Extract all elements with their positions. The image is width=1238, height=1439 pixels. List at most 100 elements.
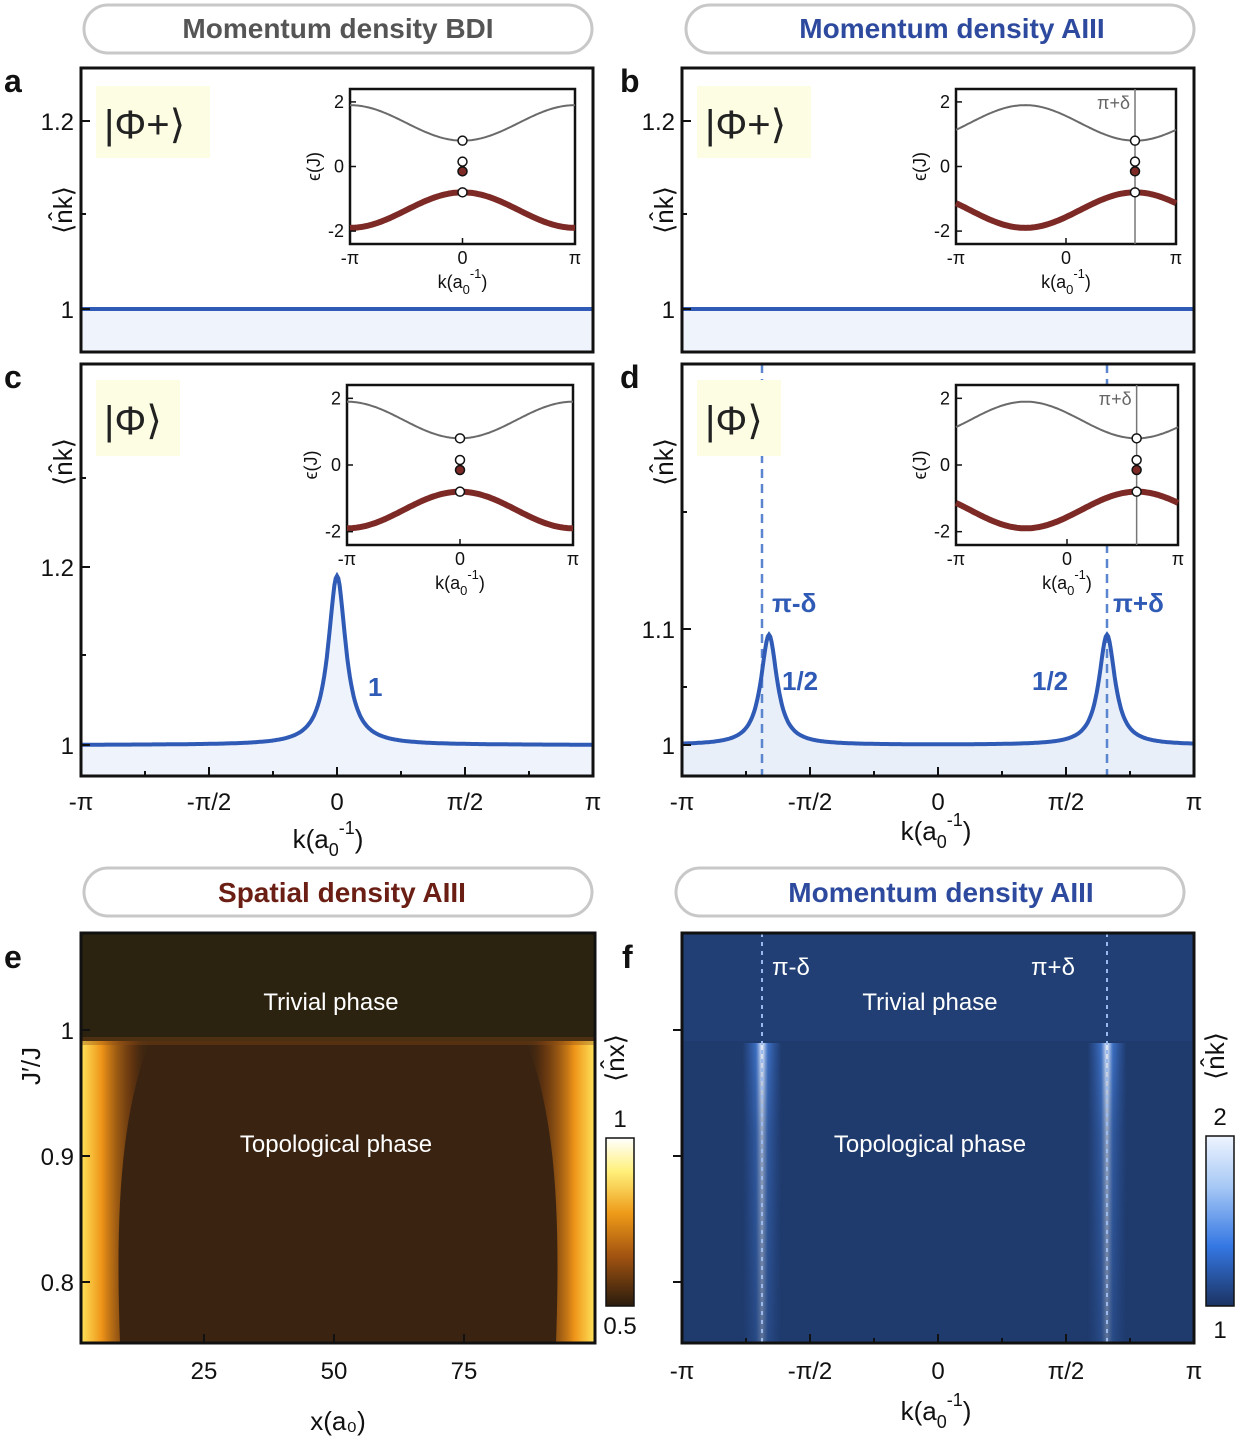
panel-c-inset: 2 0 -2 -π 0 π k(a0-1) ϵ(J) [301, 383, 579, 598]
panel-c-inset-state-upper [454, 433, 466, 444]
panel-e-ylabel: J′/J [16, 1047, 46, 1085]
panel-d-ket: |Φ⟩ [705, 399, 763, 443]
panel-c-xtick-4: π [585, 789, 602, 816]
panel-c-density-curve [81, 571, 593, 747]
panel-e-cbar-min: 0.5 [603, 1313, 636, 1340]
panel-c-xtick-0: -π [69, 789, 94, 816]
panel-c-inset-state-lower [454, 486, 466, 497]
panel-b-inset-xtick-0: -π [947, 248, 965, 268]
panel-c-inset-xtick-2: π [567, 549, 579, 569]
svg-text:Momentum density AIII: Momentum density AIII [788, 877, 1093, 908]
panel-c-inset-ytick-2: -2 [325, 522, 341, 542]
panel-c-inset-ytick-0: 2 [331, 388, 341, 408]
panel-a-inset: 2 0 -2 -π 0 π k(a0-1) ϵ(J) [304, 87, 581, 297]
panel-d-xtick-3: π/2 [1048, 789, 1085, 816]
panel-b-inset-xtick-2: π [1170, 248, 1182, 268]
panel-b-inset-ylabel: ϵ(J) [910, 152, 930, 181]
panel-c-inset-state-edge-2 [454, 464, 466, 476]
panel-b-ket: |Φ+⟩ [705, 103, 786, 147]
panel-d-xtick-1: -π/2 [788, 789, 833, 816]
panel-b-ytick-1.2: 1.2 [642, 109, 675, 136]
panel-f-topological-label: Topological phase [834, 1131, 1026, 1158]
panel-letter-a: a [4, 63, 22, 99]
panel-d-inset-xlabel: k(a0-1) [1042, 567, 1092, 598]
panel-d-inset-xtick-2: π [1172, 549, 1184, 569]
panel-b-inset-ytick-0: 2 [940, 92, 950, 112]
panel-c-xtick-1: -π/2 [187, 789, 232, 816]
panel-f-xtick-2: 0 [931, 1358, 944, 1385]
panel-f-heatmap-trivial [682, 933, 1194, 1041]
panel-c-xlabel: k(a0-1) [293, 818, 364, 860]
panel-e-right-edge-glow [526, 1041, 595, 1343]
panel-a-ket: |Φ+⟩ [104, 103, 185, 147]
panel-b-inset-pi-plus-delta: π+δ [1097, 93, 1130, 113]
panel-letter-d: d [620, 359, 640, 395]
panel-e-xlabel: x(a₀) [310, 1406, 366, 1436]
panel-d-inset-state-lower [1131, 486, 1142, 497]
panel-a: 1.2 1 ⟨n̂k⟩ |Φ+⟩ [41, 66, 595, 354]
title-spatial-aiii: Spatial density AIII [82, 866, 594, 918]
panel-d-inset: π+δ 2 0 -2 -π 0 π k(a0-1) ϵ(J) [910, 383, 1184, 598]
panel-f-cbar-label: ⟨n̂k⟩ [1200, 1032, 1230, 1080]
panel-a-inset-ytick-2: -2 [328, 221, 344, 241]
panel-d-inset-ytick-1: 0 [940, 455, 950, 475]
panel-f-xtick-4: π [1186, 1358, 1203, 1385]
panel-d-density-curve [681, 631, 1195, 747]
panel-e-heatmap-trivial [81, 933, 595, 1041]
panel-a-inset-state-edge-2 [457, 166, 468, 177]
panel-a-inset-state-upper [457, 135, 468, 146]
panel-f: Trivial phase Topological phase π-δ π+δ … [670, 931, 1235, 1432]
panel-c-fill [81, 575, 593, 776]
panel-c-inset-xtick-1: 0 [455, 549, 465, 569]
panel-a-ytick-1: 1 [61, 297, 74, 324]
panel-d-inset-pi-plus-delta: π+δ [1099, 389, 1132, 409]
panel-b-ylabel: ⟨n̂k⟩ [649, 186, 679, 234]
panel-d: 1.1 1 ⟨n̂k⟩ -π -π/2 0 π/2 π k(a0-1) |Φ⟩ π-δ … [642, 362, 1203, 852]
panel-d-inset-ylabel: ϵ(J) [910, 451, 930, 480]
panel-f-label-pi-minus-delta: π-δ [772, 954, 810, 981]
panel-a-ylabel: ⟨n̂k⟩ [48, 186, 78, 234]
panel-e-xtick-75: 75 [451, 1358, 478, 1385]
panel-d-weight-right: 1/2 [1032, 666, 1068, 696]
panel-d-inset-state-edge-2 [1131, 464, 1142, 476]
panel-b-inset-ytick-1: 0 [940, 157, 950, 177]
panel-a-inset-ylabel: ϵ(J) [304, 152, 324, 181]
panel-letter-c: c [4, 359, 22, 395]
panel-f-trivial-label: Trivial phase [862, 989, 997, 1016]
panel-a-inset-xtick-1: 0 [457, 248, 467, 268]
panel-c-xtick-2: 0 [330, 789, 343, 816]
panel-d-xtick-4: π [1186, 789, 1203, 816]
panel-d-inset-ytick-0: 2 [940, 388, 950, 408]
panel-b-inset-state-edge-1 [1129, 156, 1141, 167]
panel-e-ytick-0.9: 0.9 [41, 1144, 74, 1171]
panel-c-ytick-1.2: 1.2 [41, 555, 74, 582]
panel-d-inset-ytick-2: -2 [934, 522, 950, 542]
panel-f-xtick-1: -π/2 [788, 1358, 833, 1385]
panel-c-ket: |Φ⟩ [104, 399, 162, 443]
title-bdi-momentum: Momentum density BDI [82, 3, 594, 55]
panel-b-inset-ytick-2: -2 [934, 221, 950, 241]
panel-f-label-pi-plus-delta: π+δ [1031, 954, 1075, 981]
panel-d-inset-xtick-1: 0 [1062, 549, 1072, 569]
panel-b-inset-state-edge-2 [1129, 166, 1141, 177]
title-aiii-momentum-top: Momentum density AIII [684, 3, 1196, 55]
panel-c-inset-ytick-1: 0 [331, 455, 341, 475]
title-aiii-momentum-bottom: Momentum density AIII [674, 866, 1186, 918]
panel-f-cbar-min: 1 [1213, 1317, 1226, 1344]
panel-b: 1.2 1 ⟨n̂k⟩ |Φ+⟩ [642, 66, 1196, 354]
panel-c-inset-ylabel: ϵ(J) [301, 451, 321, 480]
panel-d-fill [682, 634, 1194, 776]
panel-b-inset-xtick-1: 0 [1061, 248, 1071, 268]
panel-c-ylabel: ⟨n̂k⟩ [48, 438, 78, 486]
panel-e-topological-label: Topological phase [240, 1131, 432, 1158]
panel-f-xtick-3: π/2 [1048, 1358, 1085, 1385]
panel-d-xlabel: k(a0-1) [901, 810, 972, 852]
panel-e: Trivial phase Topological phase 1 0.9 0.… [16, 931, 637, 1436]
panel-a-ytick-1.2: 1.2 [41, 109, 74, 136]
panel-c-peak-weight: 1 [368, 672, 382, 702]
panel-c-inset-xlabel: k(a0-1) [435, 567, 485, 598]
panel-c-inset-xtick-0: -π [338, 549, 356, 569]
panel-e-cbar-max: 1 [613, 1106, 626, 1133]
panel-f-xlabel: k(a0-1) [901, 1390, 972, 1432]
